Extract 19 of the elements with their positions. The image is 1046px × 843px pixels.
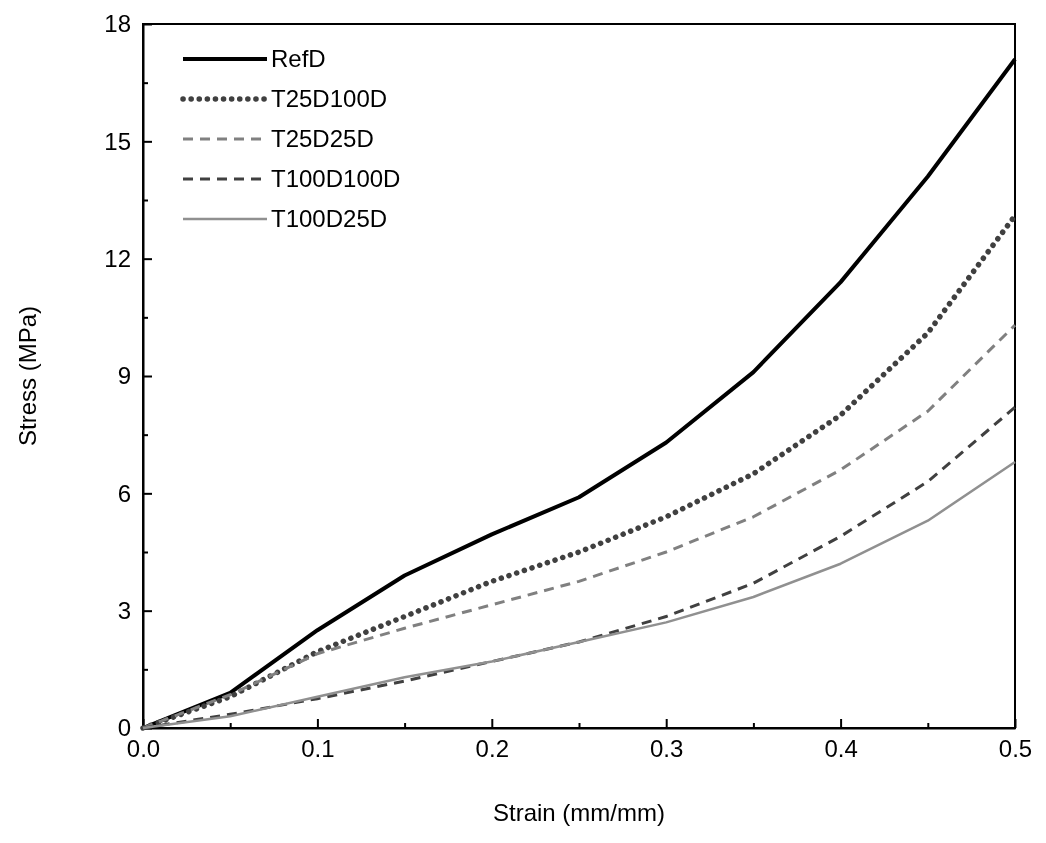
y-tick-label: 12 [104, 244, 131, 272]
x-tick-label: 0.3 [650, 735, 684, 763]
y-tick-label: 9 [117, 362, 131, 390]
legend-label: T100D100D [271, 165, 401, 193]
x-tick-label: 0.2 [475, 735, 509, 763]
x-axis-title: Strain (mm/mm) [493, 799, 665, 826]
y-tick-label: 15 [104, 127, 131, 155]
legend-label: T25D25D [271, 125, 374, 153]
y-axis-title: Stress (MPa) [14, 305, 41, 447]
x-tick-label: 0.4 [824, 735, 858, 763]
y-tick-label: 3 [117, 596, 131, 624]
x-tick-label: 0.5 [998, 735, 1033, 763]
y-tick-label: 6 [117, 479, 131, 507]
x-tick-label: 0.0 [126, 735, 161, 763]
legend-label: T100D25D [271, 205, 388, 233]
legend-label: T25D100D [271, 85, 388, 113]
x-tick-label: 0.1 [301, 735, 335, 763]
legend-label: RefD [271, 45, 326, 73]
y-tick-label: 18 [104, 10, 131, 38]
